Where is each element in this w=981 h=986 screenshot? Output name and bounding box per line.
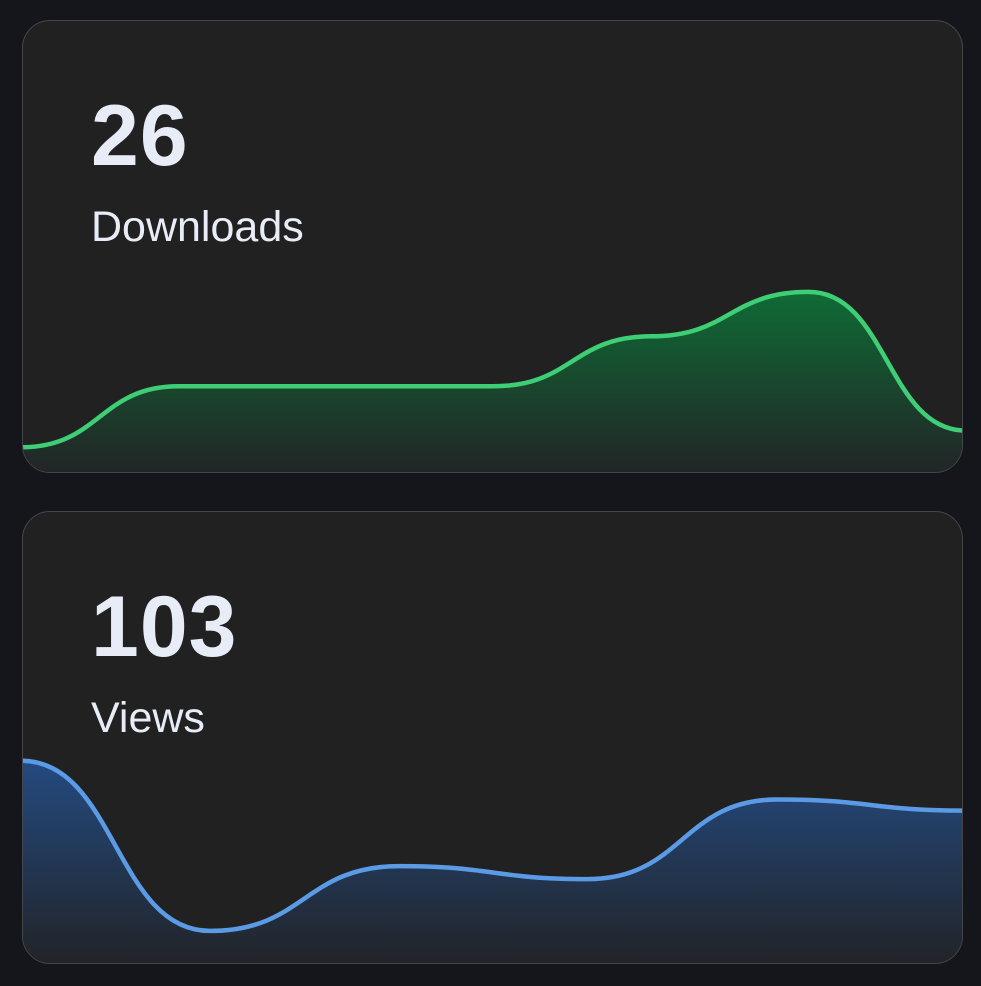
downloads-sparkline (23, 289, 962, 472)
downloads-series-line (23, 289, 962, 450)
views-series-line (23, 758, 962, 934)
views-area-fill (23, 760, 962, 963)
views-count: 103 (91, 579, 238, 675)
views-label: Views (91, 694, 205, 742)
views-card[interactable]: 103 Views (22, 511, 963, 964)
downloads-count: 26 (91, 88, 189, 184)
downloads-card[interactable]: 26 Downloads (22, 20, 963, 473)
downloads-area-fill (23, 291, 962, 472)
views-sparkline (23, 758, 962, 963)
downloads-label: Downloads (91, 203, 304, 251)
